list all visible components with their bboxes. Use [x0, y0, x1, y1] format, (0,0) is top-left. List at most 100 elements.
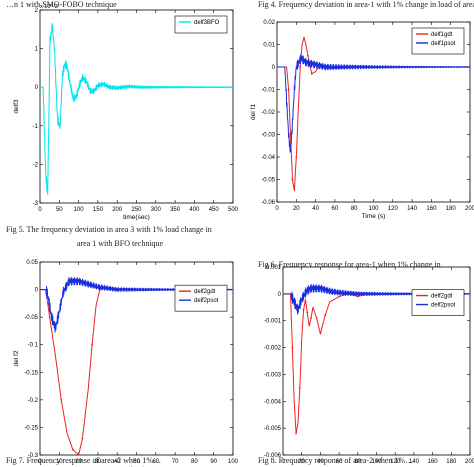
y-tick-label: -0.002: [264, 346, 282, 352]
y-tick-label: 1: [35, 47, 39, 53]
x-tick-label: 200: [465, 459, 474, 465]
series-point: [291, 178, 294, 181]
series-point: [302, 309, 305, 311]
series-point: [81, 437, 84, 440]
x-tick-label: 140: [409, 459, 420, 465]
chart-panel-2: 0 20 40 60 80 100 120 140 160 180 200-0.06-0.05-0.…: [250, 20, 474, 282]
legend-entry: delf1gdt: [431, 32, 453, 38]
y-tick-label: -0.01: [261, 88, 275, 94]
x-tick-label: 150: [93, 207, 104, 213]
x-tick-label: 400: [189, 207, 200, 213]
legend-box: [174, 15, 228, 34]
y-tick-label: -0.05: [261, 178, 275, 184]
x-tick-label: 200: [112, 207, 123, 213]
x-tick-label: 100: [74, 207, 85, 213]
legend-box: [174, 284, 228, 312]
x-tick-label: 500: [228, 207, 239, 213]
series-point: [91, 343, 94, 346]
y-tick-label: 0.05: [26, 260, 38, 266]
x-tick-label: 100: [368, 206, 379, 212]
x-tick-label: 80: [351, 206, 358, 212]
chart-panel-1: 0 50 100 150 200 250 300 350 400 450 500 -3 -2 -1 0 1 2x…: [6, 4, 239, 248]
x-tick-labels: 0 20 40 60 80 100 120 140 160 180 200: [281, 459, 474, 465]
legend-entry: delf1psot: [431, 41, 456, 47]
x-tick-label: 10: [56, 459, 63, 465]
x-tick-label: 30: [95, 459, 102, 465]
y-tick-label: -0.006: [264, 453, 282, 459]
x-tick-label: 100: [228, 459, 239, 465]
x-tick-labels: 0 10 20 30 40 50 60 70 80 90 100: [38, 459, 238, 465]
chart-panel-4: 0 20 40 60 80 100 120 140 160 180 200-0.006-0.005-…: [258, 265, 474, 465]
x-tick-labels: 0 50 100 150 200 250 300 350 400 450 500: [38, 207, 238, 213]
x-tick-label: 300: [151, 207, 162, 213]
y-tick-label: 0: [278, 292, 282, 298]
x-tick-label: 20: [293, 206, 300, 212]
x-tick-label: 450: [209, 207, 220, 213]
x-tick-label: 0: [275, 206, 279, 212]
y-tick-label: -1: [33, 124, 39, 130]
x-axis-label: Time (s): [362, 213, 386, 220]
x-tick-label: 40: [312, 206, 319, 212]
legend-entry: delf2psot: [431, 303, 456, 309]
figure-caption: Fig 7. Frequency response of area-2 when…: [6, 456, 161, 465]
y-tick-label: -0.15: [24, 370, 38, 376]
series-point: [48, 316, 51, 319]
legend-entry: delf2gdt: [194, 289, 216, 295]
series-point: [60, 398, 63, 401]
y-tick-label: -0.04: [261, 155, 275, 161]
series-line-delf3BFO: [40, 22, 233, 195]
x-tick-label: 350: [170, 207, 181, 213]
series-point: [303, 36, 305, 39]
x-tick-label: 100: [371, 459, 382, 465]
legend-entry: delf2psot: [194, 298, 219, 304]
y-tick-label: 0: [272, 65, 276, 71]
x-tick-label: 0: [38, 459, 42, 465]
y-tick-label: 0.02: [263, 20, 275, 26]
y-tick-label: 0: [35, 85, 39, 91]
series-point: [306, 54, 309, 57]
series-point: [298, 386, 301, 389]
series-point: [295, 156, 298, 158]
x-tick-label: 0: [281, 459, 285, 465]
x-tick-label: 140: [407, 206, 418, 212]
series-line-delf1psot: [277, 54, 470, 153]
x-tick-label: 40: [317, 459, 324, 465]
x-tick-label: 50: [56, 207, 63, 213]
y-axis-label: del f2: [13, 350, 20, 366]
y-tick-label: 0.01: [263, 43, 275, 49]
x-tick-label: 60: [336, 459, 343, 465]
legend: delf2gdt delf2psot: [411, 289, 465, 316]
y-tick-label: -0.05: [24, 315, 38, 321]
series-point: [310, 317, 312, 319]
legend: delf2gdt delf2psot: [174, 284, 228, 312]
y-tick-labels: -0.06 -0.05 -0.04 -0.03 -0.02 -0.01 0 0.01 0.02: [261, 20, 275, 206]
y-tick-label: -0.06: [261, 200, 275, 206]
series-group: [40, 22, 233, 195]
x-tick-label: 60: [332, 206, 339, 212]
x-tick-label: 40: [114, 459, 121, 465]
x-tick-labels: 0 20 40 60 80 100 120 140 160 180 200: [275, 206, 474, 212]
series-point: [315, 317, 318, 319]
x-tick-label: 250: [131, 207, 142, 213]
figure-caption: Fig 6. Frequency response for area-1 whe…: [258, 260, 441, 269]
series-point: [338, 295, 340, 298]
y-tick-label: -0.003: [264, 372, 282, 378]
x-tick-label: 80: [191, 459, 198, 465]
x-tick-label: 50: [133, 459, 140, 465]
x-tick-label: 20: [75, 459, 82, 465]
legend: delf1gdt delf1psot: [411, 27, 465, 55]
y-tick-labels: -0.006 -0.005 -0.004 -0.003 -0.002 -0.001 0 0.0…: [264, 265, 282, 459]
series-point: [306, 311, 309, 314]
legend: delf3BFO: [174, 15, 228, 34]
y-axis-label: delf3: [13, 99, 20, 113]
x-tick-label: 20: [298, 459, 305, 465]
x-tick-label: 160: [428, 459, 439, 465]
y-tick-labels: -0.3 -0.25 -0.2 -0.15 -0.1 -0.05 0 0.05: [24, 260, 38, 459]
x-axis-label: time(sec): [123, 214, 150, 221]
legend-entry: delf3BFO: [194, 20, 220, 26]
x-tick-label: 180: [446, 459, 457, 465]
y-tick-labels: -3 -2 -1 0 1 2: [33, 8, 39, 207]
x-tick-label: 120: [388, 206, 399, 212]
series-point: [295, 432, 297, 435]
